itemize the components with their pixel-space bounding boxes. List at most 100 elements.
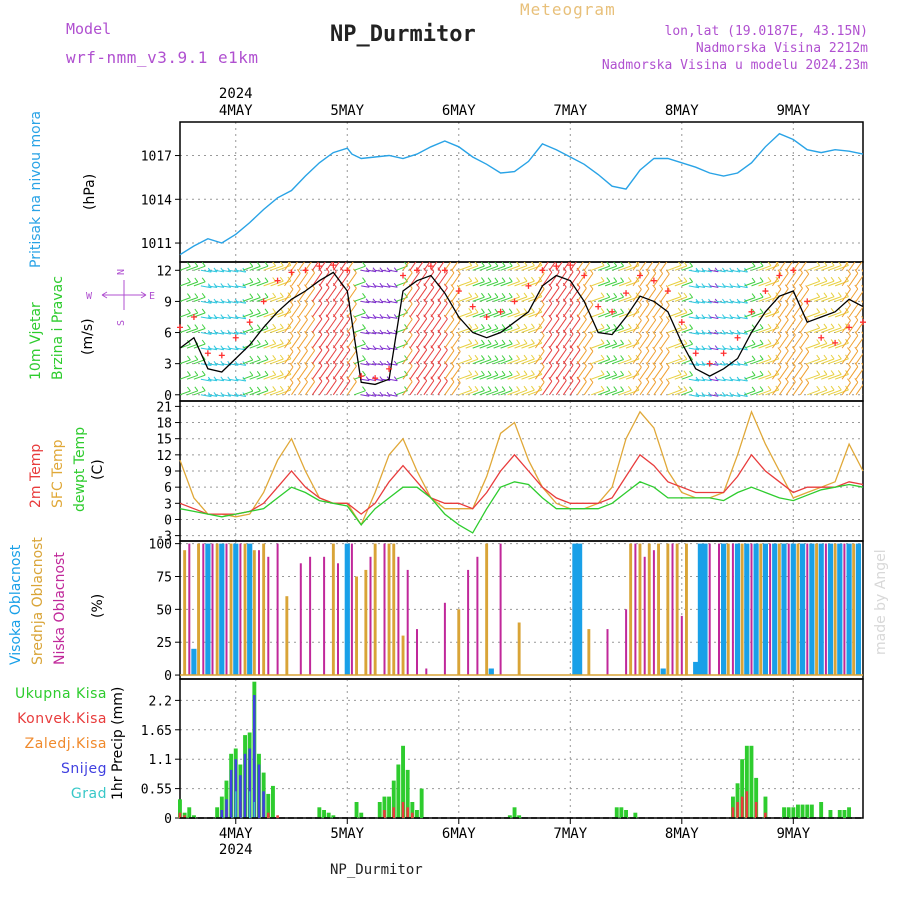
wind-barb-flag [759, 370, 764, 376]
wind-barb-flag [569, 345, 574, 350]
wind-barb [514, 389, 528, 396]
cloud-bar-high [702, 543, 708, 675]
wind-barb-flag [365, 282, 370, 288]
wind-barb-flag [249, 324, 254, 330]
wind-barb-flag [272, 354, 277, 360]
wind-barb-flag [332, 314, 337, 319]
wind-barb [465, 374, 479, 380]
wind-barb [479, 296, 492, 302]
wind-barb [792, 381, 803, 396]
wind-barb-flag [767, 292, 772, 298]
wind-barb-flag [548, 330, 553, 335]
precip-bar-snow [262, 791, 265, 818]
wind-barb-flag [318, 376, 323, 382]
wind-barb [667, 389, 682, 396]
y-tick-label: 1.1 [149, 753, 172, 768]
wind-barb-flag [665, 285, 670, 290]
wind-barb-flag [474, 370, 479, 376]
wind-barb-flag [423, 361, 428, 366]
wind-barb [277, 311, 292, 318]
wind-barb [277, 264, 292, 271]
wind-barb [451, 320, 461, 333]
wind-barb [451, 351, 461, 364]
wind-barb [242, 359, 253, 365]
wind-barb-flag [861, 331, 863, 335]
wind-barb [751, 265, 764, 271]
wind-barb-flag [340, 252, 343, 256]
wind-gust-marker [678, 319, 685, 326]
wind-barb [318, 365, 330, 380]
precip-bar-total [187, 807, 192, 818]
wind-barb [500, 312, 513, 318]
wind-barb [821, 265, 835, 271]
wind-barb [416, 334, 428, 349]
wind-barb-flag [714, 345, 719, 350]
wind-barb-flag [540, 284, 545, 290]
wind-barb [354, 359, 366, 365]
wind-barb-flag [800, 253, 803, 257]
cloud-bar-low [634, 543, 637, 675]
wind-barb-flag [508, 292, 513, 298]
wind-barb [507, 343, 520, 349]
wind-barb-flag [677, 307, 682, 313]
wind-barb-flag [318, 330, 323, 335]
wind-barb-flag [569, 329, 574, 335]
wind-barb [235, 316, 246, 320]
wind-barb [325, 380, 337, 396]
cloud-bar-mid [517, 622, 521, 676]
wind-barb-flag [576, 267, 581, 273]
wind-barb-flag [576, 345, 581, 351]
precip-bar-conv [731, 807, 735, 818]
wind-barb [618, 358, 632, 365]
wind-barb-flag [816, 262, 821, 267]
wind-barb [541, 287, 553, 302]
cloud-bar-low [239, 543, 242, 675]
wind-barb [444, 272, 455, 287]
precip-bar-total [842, 810, 847, 818]
wind-barb [681, 328, 693, 333]
wind-barb-flag [627, 370, 632, 376]
wind-barb-flag [689, 370, 693, 376]
wind-barb-flag [799, 361, 803, 367]
wind-barb-flag [600, 339, 605, 344]
model-label: Model [66, 20, 112, 38]
wind-barb [256, 359, 269, 365]
wind-gust-marker [413, 267, 420, 274]
wind-barb-flag [816, 308, 821, 313]
wind-barb-flag [279, 370, 284, 375]
wind-barb [653, 351, 664, 364]
wind-barb [375, 316, 383, 319]
wind-barb [598, 312, 610, 318]
wind-barb-flag [759, 277, 764, 282]
wind-barb-flag [272, 308, 277, 313]
wind-barb-flag [868, 254, 871, 258]
cloud-bar-low [369, 556, 372, 676]
wind-barb [430, 333, 442, 349]
wind-barb-flag [792, 299, 796, 305]
cloud-bar-low [443, 602, 446, 676]
wind-barb-flag [548, 268, 553, 273]
wind-barb [256, 343, 269, 349]
precip-bar-total [391, 780, 396, 818]
precip-bar-total [377, 802, 382, 818]
wind-barb-flag [379, 391, 384, 397]
wind-barb [521, 358, 535, 365]
wind-barb-flag [494, 386, 499, 392]
precip-bar-total [354, 802, 359, 818]
wind-barb-flag [234, 314, 239, 319]
precip-bar-total [809, 804, 814, 818]
wind-barb-flag [430, 283, 435, 288]
wind-barb [186, 328, 198, 333]
wind-barb [744, 374, 756, 380]
wind-barb [249, 281, 261, 287]
wind-barb-flag [548, 314, 553, 320]
wind-barb-flag [456, 378, 461, 384]
wind-barb-flag [501, 292, 506, 298]
wind-barb [298, 272, 308, 287]
wind-barb-flag [186, 308, 191, 314]
footer-station: NP_Durmitor [330, 862, 423, 878]
wind-barb [423, 271, 435, 287]
wind-barb [451, 262, 459, 271]
wind-barb [458, 389, 472, 396]
wind-barb [841, 335, 851, 349]
